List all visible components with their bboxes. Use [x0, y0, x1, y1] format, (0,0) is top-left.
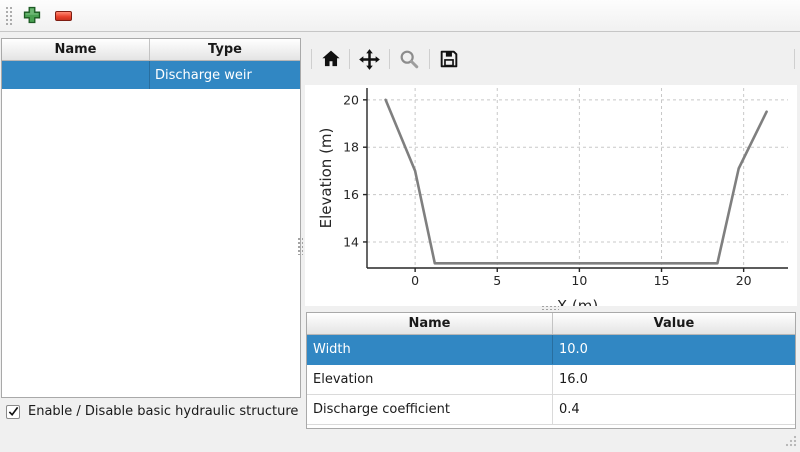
toolbar-separator	[389, 49, 390, 69]
property-value-cell[interactable]: 16.0	[559, 372, 588, 387]
property-row-width[interactable]: Width 10.0	[307, 335, 795, 365]
property-name-cell[interactable]: Discharge coefficient	[307, 395, 553, 424]
plot-save-button[interactable]	[434, 45, 464, 73]
table-row[interactable]: Discharge weir	[2, 61, 300, 89]
properties-table-header: Name Value	[307, 313, 795, 335]
minus-icon	[54, 11, 72, 21]
property-name-cell[interactable]: Elevation	[307, 365, 553, 394]
plot-toolbar	[305, 44, 797, 74]
column-header-type[interactable]: Type	[208, 42, 242, 57]
enable-structure-label: Enable / Disable basic hydraulic structu…	[28, 404, 299, 419]
svg-text:Elevation (m): Elevation (m)	[317, 128, 335, 229]
column-header-value[interactable]: Value	[653, 316, 695, 331]
plot-zoom-button[interactable]	[394, 45, 424, 73]
add-structure-button[interactable]	[21, 5, 43, 27]
resize-grip-icon	[785, 435, 797, 447]
enable-structure-checkbox-row: Enable / Disable basic hydraulic structu…	[6, 404, 298, 419]
svg-text:10: 10	[571, 273, 587, 288]
cross-section-chart: 0 5 10 15 20 14 16 18 20 Elevation (m) X (m)	[317, 88, 788, 306]
svg-text:5: 5	[493, 273, 501, 288]
app-toolbar	[0, 0, 800, 32]
toolbar-separator	[349, 49, 350, 69]
vertical-splitter-handle[interactable]	[297, 237, 303, 255]
structures-table-header: Name Type	[2, 39, 300, 61]
magnifier-icon	[400, 50, 419, 69]
svg-text:16: 16	[343, 187, 359, 202]
plus-icon	[23, 6, 41, 27]
plot-pan-button[interactable]	[354, 45, 384, 73]
home-icon	[322, 50, 340, 67]
svg-text:0: 0	[411, 273, 419, 288]
column-header-name[interactable]: Name	[307, 313, 553, 334]
check-icon	[8, 406, 18, 416]
svg-text:20: 20	[343, 92, 359, 107]
property-name-cell[interactable]: Width	[307, 335, 553, 364]
remove-structure-button[interactable]	[52, 5, 74, 27]
enable-structure-checkbox[interactable]	[6, 404, 20, 419]
svg-text:18: 18	[343, 140, 359, 155]
property-value-cell[interactable]: 10.0	[559, 342, 588, 357]
svg-text:14: 14	[343, 234, 359, 249]
svg-text:X (m): X (m)	[557, 297, 598, 306]
property-value-cell[interactable]: 0.4	[559, 402, 580, 417]
toolbar-drag-handle[interactable]	[5, 6, 13, 26]
toolbar-separator	[429, 49, 430, 69]
properties-table: Name Value Width 10.0 Elevation 16.0 Dis…	[306, 312, 796, 429]
toolbar-separator	[311, 49, 312, 69]
cross-section-chart-canvas[interactable]: 0 5 10 15 20 14 16 18 20 Elevation (m) X (m)	[305, 85, 797, 306]
move-icon	[358, 48, 380, 70]
window-resize-grip[interactable]	[784, 434, 798, 448]
toolbar-separator	[794, 49, 795, 69]
svg-text:15: 15	[654, 273, 670, 288]
property-row-elevation[interactable]: Elevation 16.0	[307, 365, 795, 395]
save-icon	[440, 50, 458, 68]
column-header-name[interactable]: Name	[2, 39, 150, 60]
structure-type-cell[interactable]: Discharge weir	[155, 67, 252, 83]
horizontal-splitter-handle[interactable]	[541, 304, 559, 310]
structures-table: Name Type Discharge weir	[1, 38, 301, 398]
plot-home-button[interactable]	[316, 45, 346, 73]
property-row-discharge-coefficient[interactable]: Discharge coefficient 0.4	[307, 395, 795, 425]
structure-name-cell[interactable]	[2, 61, 150, 89]
svg-text:20: 20	[736, 273, 752, 288]
